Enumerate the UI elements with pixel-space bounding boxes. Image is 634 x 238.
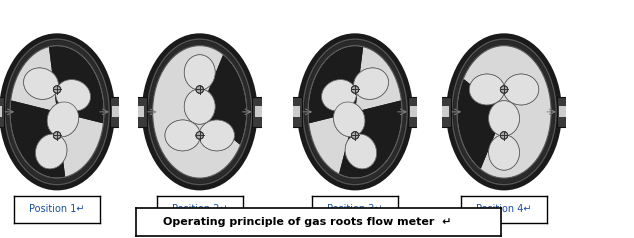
Ellipse shape — [450, 37, 559, 187]
Ellipse shape — [23, 68, 58, 99]
Bar — [252, 97, 266, 127]
Ellipse shape — [196, 132, 204, 139]
Polygon shape — [309, 46, 363, 123]
Bar — [0, 106, 2, 117]
Ellipse shape — [184, 89, 215, 124]
Ellipse shape — [469, 74, 505, 105]
Polygon shape — [200, 55, 246, 145]
Bar — [441, 106, 449, 117]
Ellipse shape — [53, 86, 61, 93]
Ellipse shape — [184, 55, 215, 90]
Ellipse shape — [10, 46, 104, 178]
Ellipse shape — [500, 86, 508, 93]
Bar — [134, 97, 147, 127]
Ellipse shape — [351, 86, 359, 93]
Ellipse shape — [196, 132, 204, 139]
Bar — [289, 97, 302, 127]
Ellipse shape — [196, 86, 204, 93]
Bar — [0, 97, 4, 127]
Ellipse shape — [351, 86, 359, 93]
Polygon shape — [458, 79, 504, 169]
Ellipse shape — [345, 134, 377, 169]
Bar — [408, 97, 421, 127]
Bar — [255, 106, 262, 117]
Ellipse shape — [196, 86, 204, 93]
Ellipse shape — [56, 79, 91, 111]
Ellipse shape — [351, 132, 359, 139]
Ellipse shape — [145, 37, 254, 187]
Ellipse shape — [199, 120, 235, 151]
Ellipse shape — [53, 132, 61, 139]
Ellipse shape — [321, 79, 356, 111]
Polygon shape — [339, 100, 401, 178]
Polygon shape — [309, 46, 363, 123]
Ellipse shape — [354, 68, 389, 99]
Bar — [137, 106, 145, 117]
Ellipse shape — [165, 120, 200, 151]
Ellipse shape — [153, 46, 247, 178]
Ellipse shape — [469, 74, 505, 105]
Ellipse shape — [308, 46, 402, 178]
Ellipse shape — [153, 46, 247, 178]
Ellipse shape — [345, 134, 377, 169]
Ellipse shape — [333, 102, 365, 137]
Ellipse shape — [500, 132, 508, 139]
Polygon shape — [458, 79, 504, 169]
Polygon shape — [49, 46, 103, 123]
Bar — [292, 106, 300, 117]
Ellipse shape — [500, 86, 508, 93]
Ellipse shape — [53, 132, 61, 139]
Ellipse shape — [354, 68, 389, 99]
Ellipse shape — [23, 68, 58, 99]
Text: Operating principle of gas roots flow meter  ↵: Operating principle of gas roots flow me… — [164, 217, 452, 227]
Ellipse shape — [489, 101, 519, 136]
Bar — [559, 106, 567, 117]
Text: Position 2↵: Position 2↵ — [172, 204, 228, 214]
Ellipse shape — [321, 79, 356, 111]
Ellipse shape — [184, 89, 215, 124]
Ellipse shape — [47, 102, 79, 137]
Ellipse shape — [333, 102, 365, 137]
Text: Position 3↵: Position 3↵ — [327, 204, 383, 214]
Polygon shape — [49, 46, 103, 123]
Ellipse shape — [36, 134, 67, 169]
Ellipse shape — [503, 74, 539, 105]
Bar — [438, 97, 451, 127]
Ellipse shape — [47, 102, 79, 137]
Ellipse shape — [301, 37, 410, 187]
Ellipse shape — [308, 46, 402, 178]
Bar — [112, 106, 120, 117]
Bar — [110, 97, 123, 127]
Ellipse shape — [489, 101, 519, 136]
Bar — [410, 106, 418, 117]
Ellipse shape — [489, 135, 519, 170]
Text: Position 4↵: Position 4↵ — [476, 204, 532, 214]
Ellipse shape — [165, 120, 200, 151]
Polygon shape — [200, 55, 246, 145]
Ellipse shape — [199, 120, 235, 151]
Ellipse shape — [489, 135, 519, 170]
Ellipse shape — [503, 74, 539, 105]
Ellipse shape — [457, 46, 551, 178]
Polygon shape — [11, 100, 65, 178]
Ellipse shape — [351, 132, 359, 139]
Bar — [557, 97, 570, 127]
Ellipse shape — [184, 55, 215, 90]
Ellipse shape — [457, 46, 551, 178]
Ellipse shape — [500, 132, 508, 139]
Ellipse shape — [56, 79, 91, 111]
Ellipse shape — [36, 134, 67, 169]
Ellipse shape — [53, 86, 61, 93]
Polygon shape — [11, 100, 65, 178]
Ellipse shape — [10, 46, 104, 178]
Polygon shape — [339, 100, 401, 178]
Ellipse shape — [3, 37, 112, 187]
Text: Position 1↵: Position 1↵ — [29, 204, 85, 214]
